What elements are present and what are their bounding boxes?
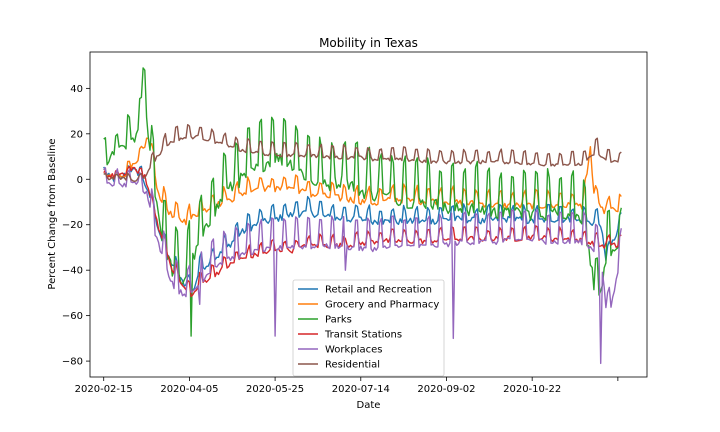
y-tick-label: −20	[62, 220, 83, 231]
x-tick-label: 2020-07-14	[332, 384, 390, 395]
x-axis-label: Date	[357, 400, 381, 411]
x-axis: 2020-02-15 2020-04-05 2020-05-25 2020-07-14…	[75, 377, 619, 395]
x-tick-label: 2020-02-15	[75, 384, 133, 395]
y-tick-label: 40	[70, 84, 83, 95]
legend-label: Transit Stations	[324, 330, 402, 341]
x-tick-label: 2020-10-22	[503, 384, 561, 395]
y-axis-label: Percent Change from Baseline	[47, 138, 58, 289]
series-line-residential	[103, 124, 622, 182]
legend-label: Residential	[325, 360, 380, 371]
x-tick-label: 2020-05-25	[246, 384, 304, 395]
y-tick-label: 20	[70, 129, 83, 140]
x-tick-label: 2020-04-05	[160, 384, 218, 395]
legend-label: Parks	[325, 315, 352, 326]
y-tick-label: −60	[62, 311, 83, 322]
x-tick-label: 2020-09-02	[417, 384, 475, 395]
y-tick-label: −80	[62, 357, 83, 368]
y-tick-label: 0	[77, 175, 83, 186]
series-line-workplaces	[103, 167, 622, 365]
legend: Retail and Recreation Grocery and Pharmac…	[292, 279, 445, 377]
plot-frame	[89, 51, 648, 378]
legend-box	[292, 279, 445, 377]
y-tick-label: −40	[62, 266, 83, 277]
legend-label: Retail and Recreation	[325, 285, 432, 296]
chart-title: Mobility in Texas	[319, 36, 418, 50]
series-line-parks	[103, 67, 622, 337]
legend-label: Grocery and Pharmacy	[325, 300, 439, 311]
plot-area	[103, 67, 622, 365]
legend-label: Workplaces	[325, 345, 382, 356]
y-axis: 40 20 0 −20 −40 −60 −80	[62, 84, 90, 368]
